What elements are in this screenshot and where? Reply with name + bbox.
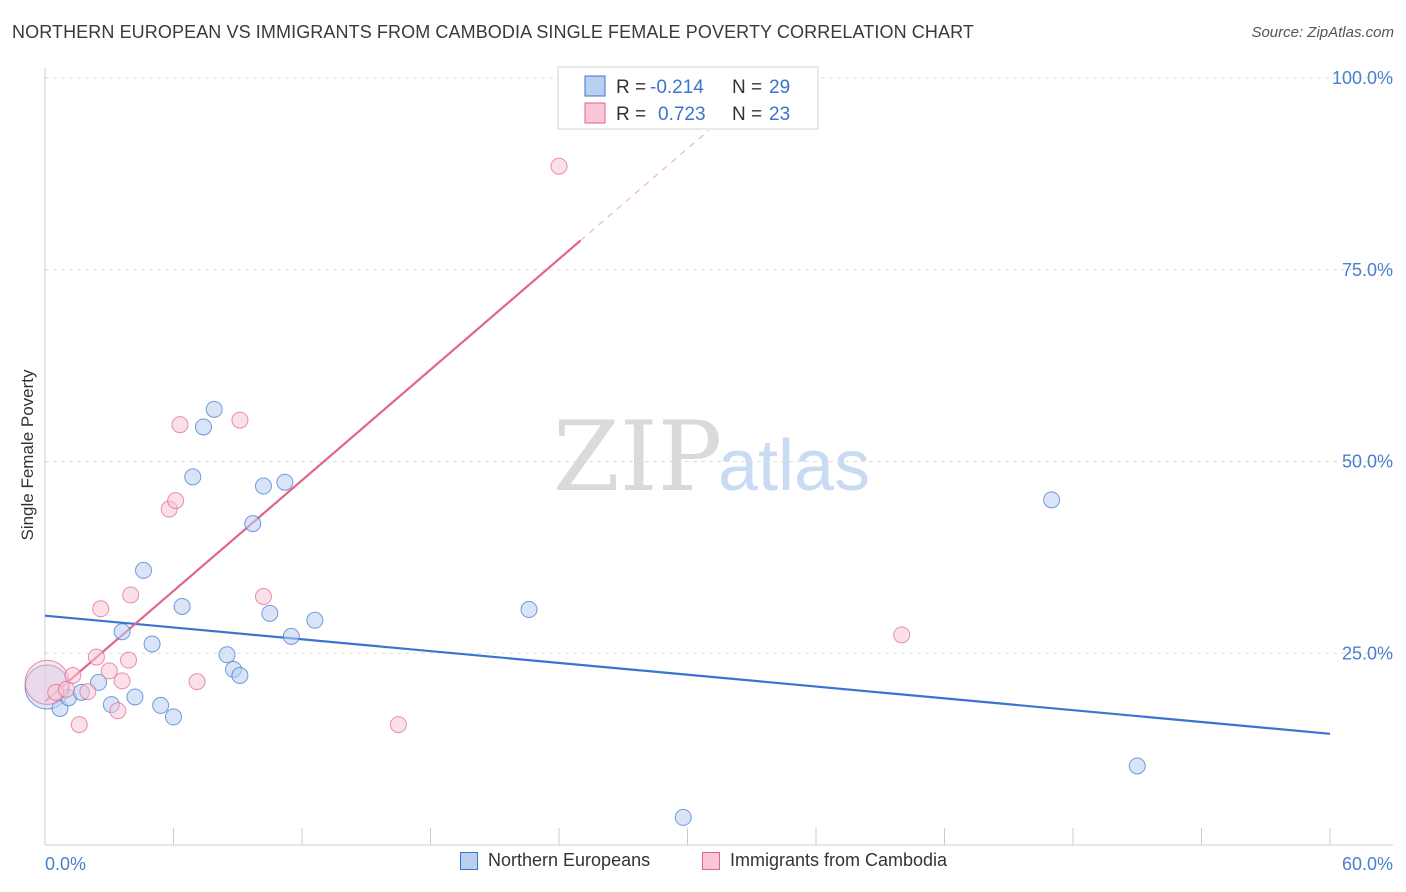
point-northern-europeans-7	[126, 688, 144, 706]
point-northern-europeans-26	[674, 808, 692, 826]
y-tick-labels: 25.0% 50.0% 75.0% 100.0%	[1332, 68, 1393, 663]
legend-n-value-2: 23	[769, 104, 790, 125]
point-immigrants-cambodia-11	[120, 651, 138, 669]
x-tick-label-max: 60.0%	[1342, 854, 1393, 874]
point-northern-europeans-14	[194, 418, 212, 436]
point-immigrants-cambodia-8	[100, 662, 118, 680]
watermark-atlas: atlas	[718, 426, 870, 506]
legend-swatch-immigrants-cambodia	[702, 851, 720, 870]
legend-r-value-2: 0.723	[658, 104, 706, 125]
point-northern-europeans-9	[143, 635, 161, 653]
point-immigrants-cambodia-3	[64, 666, 82, 684]
point-northern-europeans-16	[218, 646, 236, 664]
point-immigrants-cambodia-18	[254, 587, 272, 605]
point-northern-europeans-13	[184, 468, 202, 486]
point-immigrants-cambodia-2	[57, 680, 75, 698]
point-immigrants-cambodia-5	[79, 683, 97, 701]
point-northern-europeans-23	[282, 627, 300, 645]
trend-line-northern-europeans	[44, 614, 1331, 735]
legend-r-label-1: R =	[616, 77, 646, 98]
point-northern-europeans-8	[135, 561, 153, 579]
point-immigrants-cambodia-19	[389, 716, 407, 734]
point-northern-europeans-20	[254, 477, 272, 495]
legend-swatch-blue	[584, 75, 606, 97]
legend-label-northern-europeans: Northern Europeans	[488, 850, 651, 870]
point-northern-europeans-22	[276, 473, 294, 491]
axes	[44, 68, 1393, 846]
point-immigrants-cambodia-12	[122, 586, 140, 604]
source-credit: Source: ZipAtlas.com	[1251, 24, 1394, 41]
point-northern-europeans-28	[1128, 757, 1146, 775]
point-northern-europeans-11	[165, 708, 182, 726]
point-northern-europeans-10	[152, 696, 170, 714]
legend-n-label-2: N =	[732, 104, 762, 125]
point-immigrants-cambodia-15	[171, 416, 189, 434]
point-northern-europeans-15	[205, 400, 223, 418]
x-tick-labels: 0.0% 60.0%	[45, 854, 1393, 874]
trend-line-immigrants-cambodia	[44, 239, 582, 703]
point-immigrants-cambodia-10	[113, 672, 131, 690]
point-northern-europeans-18	[231, 666, 249, 684]
legend-r-label-2: R =	[616, 104, 646, 125]
legend-swatch-pink	[584, 102, 606, 124]
gridlines	[45, 77, 1393, 654]
point-immigrants-cambodia-7	[92, 600, 110, 618]
point-northern-europeans-12	[173, 597, 191, 615]
trend-lines	[44, 129, 1331, 735]
legend-swatch-northern-europeans	[460, 851, 478, 870]
point-immigrants-cambodia-17	[231, 411, 249, 429]
y-tick-label-3: 100.0%	[1332, 68, 1393, 88]
point-northern-europeans-21	[261, 604, 279, 622]
legend-item-northern-europeans: Northern Europeans	[460, 850, 650, 871]
legend-n-label-1: N =	[732, 77, 762, 98]
legend-item-immigrants-cambodia: Immigrants from Cambodia	[702, 850, 947, 871]
point-immigrants-cambodia-14	[167, 492, 185, 510]
point-northern-europeans-24	[306, 611, 324, 629]
watermark-zip: ZIP	[553, 401, 722, 513]
point-immigrants-cambodia-9	[109, 702, 127, 720]
y-tick-label-1: 50.0%	[1342, 452, 1393, 472]
point-immigrants-cambodia-6	[87, 648, 105, 666]
point-northern-europeans-27	[1043, 491, 1061, 509]
legend-n-value-1: 29	[769, 77, 790, 98]
stats-legend: R = -0.214 N = 29 R = 0.723 N = 23	[557, 66, 819, 130]
point-northern-europeans-25	[520, 601, 538, 619]
point-immigrants-cambodia-16	[188, 673, 206, 691]
point-immigrants-cambodia-22	[893, 626, 911, 644]
point-northern-europeans-19	[244, 515, 262, 533]
legend-label-immigrants-cambodia: Immigrants from Cambodia	[730, 850, 948, 870]
trend-extension-immigrants-cambodia	[580, 129, 710, 242]
point-northern-europeans-6	[113, 623, 131, 641]
watermark: ZIP atlas	[553, 401, 870, 513]
y-tick-label-2: 75.0%	[1342, 260, 1393, 280]
legend-r-value-1: -0.214	[650, 77, 704, 98]
point-immigrants-cambodia-20	[550, 157, 568, 175]
y-tick-label-0: 25.0%	[1342, 643, 1393, 663]
series-legend: Northern Europeans Immigrants from Cambo…	[0, 850, 1406, 880]
chart-title: NORTHERN EUROPEAN VS IMMIGRANTS FROM CAM…	[12, 22, 974, 42]
point-immigrants-cambodia-4	[70, 716, 88, 734]
x-tick-label-min: 0.0%	[45, 854, 86, 874]
